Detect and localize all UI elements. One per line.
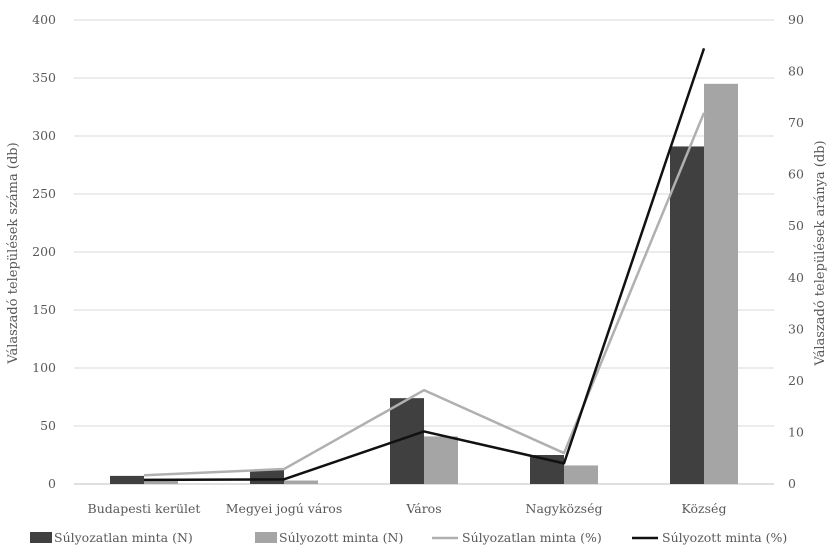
right-axis-ticks: 0 10 20 30 40 50 60 70 80 90	[788, 12, 804, 491]
bar	[110, 475, 144, 484]
right-tick-label: 20	[788, 373, 804, 388]
right-tick-label: 10	[788, 424, 804, 439]
category-label: Megyei jogú város	[226, 501, 343, 516]
right-tick-label: 30	[788, 321, 804, 336]
bar	[564, 465, 598, 484]
legend-label: Súlyozatlan minta (%)	[462, 530, 602, 545]
bar	[250, 470, 284, 484]
right-tick-label: 90	[788, 12, 804, 27]
right-tick-label: 40	[788, 270, 804, 285]
bar	[284, 480, 318, 484]
bar	[144, 480, 178, 484]
right-tick-label: 0	[788, 476, 796, 491]
left-tick-label: 350	[32, 70, 56, 85]
left-tick-label: 400	[32, 12, 56, 27]
legend: Súlyozatlan minta (N) Súlyozott minta (N)…	[30, 530, 787, 545]
left-tick-label: 200	[32, 244, 56, 259]
legend-swatch	[255, 532, 277, 543]
left-tick-label: 0	[48, 476, 56, 491]
category-label: Budapesti kerület	[88, 501, 201, 516]
right-tick-label: 50	[788, 218, 804, 233]
legend-label: Súlyozott minta (%)	[662, 530, 787, 545]
bar	[424, 436, 458, 484]
category-labels: Budapesti kerület Megyei jogú város Város N…	[88, 501, 727, 516]
right-tick-label: 80	[788, 64, 804, 79]
left-axis-ticks: 0 50 100 150 200 250 300 350 400	[32, 12, 56, 491]
right-tick-label: 70	[788, 115, 804, 130]
left-tick-label: 250	[32, 186, 56, 201]
category-label: Város	[405, 501, 441, 516]
legend-label: Súlyozatlan minta (N)	[54, 530, 193, 545]
category-label: Nagyközség	[526, 501, 603, 516]
series-line	[143, 47, 706, 482]
left-axis-title: Válaszadó települések száma (db)	[6, 142, 21, 364]
left-tick-label: 150	[32, 302, 56, 317]
legend-swatch	[30, 532, 52, 543]
lines	[143, 47, 706, 482]
category-label: Község	[682, 501, 727, 516]
legend-label: Súlyozott minta (N)	[279, 530, 403, 545]
gridlines	[74, 19, 774, 485]
right-tick-label: 60	[788, 167, 804, 182]
bar	[670, 146, 704, 484]
bar	[704, 83, 738, 485]
left-tick-label: 50	[40, 418, 56, 433]
bars	[110, 83, 738, 485]
right-axis-title: Válaszadó települések aránya (db)	[813, 140, 828, 366]
left-tick-label: 100	[32, 360, 56, 375]
series-line	[143, 112, 706, 477]
left-tick-label: 300	[32, 128, 56, 143]
